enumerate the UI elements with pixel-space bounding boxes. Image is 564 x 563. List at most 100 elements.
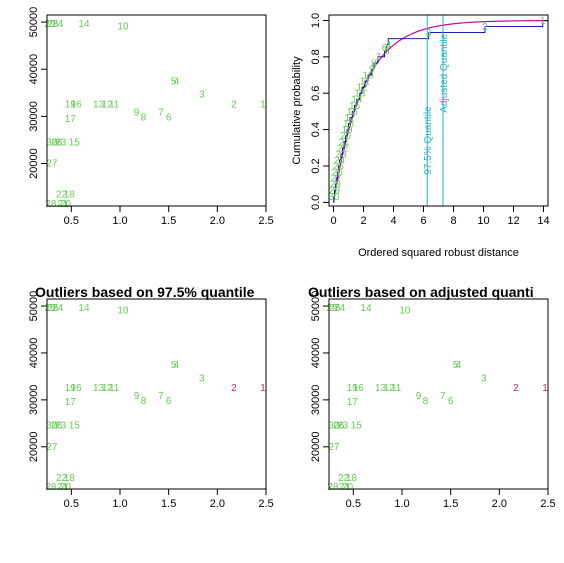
- outlier-point-label: 2: [513, 383, 519, 394]
- data-point-label: 12: [102, 100, 114, 111]
- data-point-label: 19: [65, 383, 77, 394]
- data-point-label: 9: [416, 391, 422, 402]
- data-point-label: 4: [174, 360, 180, 371]
- data-point-label: 5: [171, 77, 177, 88]
- data-point-label: 29: [44, 303, 56, 314]
- data-point-label: 29: [326, 303, 338, 314]
- data-point-label: 26: [332, 167, 344, 178]
- y-tick-label: 0.0: [310, 195, 322, 210]
- empirical-cdf-step: [333, 20, 548, 203]
- data-point-label: 30: [328, 192, 340, 203]
- data-point-label: 29: [329, 186, 341, 197]
- data-point-label: 6: [166, 396, 172, 407]
- data-point-label: 7: [158, 391, 164, 402]
- theoretical-cdf-line: [332, 20, 549, 203]
- x-tick-label: 4: [390, 215, 396, 227]
- data-point-label: 20: [60, 482, 72, 493]
- x-tick-label: 1.5: [161, 498, 176, 510]
- data-point-label: 22: [56, 190, 68, 201]
- distance-plot-panel: 0 2 4 6 8 10 12 140.00.20.40.60.81.097.5% Quant…: [291, 13, 550, 259]
- data-point-label: 3: [199, 90, 205, 101]
- data-point-label: 4: [456, 360, 462, 371]
- x-tick-label: 6: [420, 215, 426, 227]
- x-tick-label: 1.0: [394, 498, 409, 510]
- x-tick-label: 0: [330, 215, 336, 227]
- y-tick-label: 50000: [28, 7, 40, 38]
- data-point-label: 5: [453, 360, 459, 371]
- data-point-label: 1: [260, 100, 266, 111]
- data-point-label: 8: [141, 112, 147, 123]
- plot-frame: [328, 298, 549, 490]
- data-point-label: 2: [231, 100, 237, 111]
- data-point-label: 25: [333, 161, 345, 172]
- data-point-label: 11: [109, 100, 120, 111]
- data-point-label: 25: [47, 19, 59, 30]
- data-point-label: 20: [340, 131, 352, 142]
- y-tick-label: 40000: [28, 54, 40, 85]
- data-point-label: 18: [346, 473, 358, 484]
- data-point-label: 29: [44, 19, 56, 30]
- data-point-label: 11: [391, 383, 402, 394]
- data-point-label: 3: [481, 373, 487, 384]
- data-point-label: 27: [328, 442, 340, 453]
- data-point-label: 15: [69, 137, 81, 148]
- data-point-label: 28: [45, 482, 57, 493]
- data-point-label: 4: [174, 77, 180, 88]
- data-point-label: 14: [360, 303, 372, 314]
- data-point-label: 20: [60, 199, 72, 210]
- quantile-975-label: 97.5% Quantile: [423, 106, 434, 175]
- x-tick-label: 8: [450, 215, 456, 227]
- y-tick-label: 30000: [28, 385, 40, 416]
- data-point-label: 28: [327, 482, 339, 493]
- data-point-label: 6: [166, 112, 172, 123]
- data-point-label: 5: [384, 46, 390, 57]
- data-point-label: 28: [330, 180, 342, 191]
- data-point-label: 13: [354, 89, 366, 100]
- data-point-label: 7: [375, 52, 381, 63]
- data-point-label: 2: [482, 22, 488, 33]
- data-point-label: 9: [134, 391, 140, 402]
- data-point-label: 9: [134, 108, 140, 119]
- data-point-label: 12: [356, 83, 368, 94]
- data-point-label: 18: [64, 190, 76, 201]
- data-point-label: 10: [117, 21, 129, 32]
- x-tick-label: 0.5: [64, 498, 79, 510]
- data-point-label: 20: [342, 482, 354, 493]
- y-tick-label: 0.6: [310, 86, 322, 101]
- data-point-label: 14: [78, 303, 90, 314]
- data-point-label: 26: [333, 421, 345, 432]
- x-tick-label: 10: [477, 215, 489, 227]
- data-point-label: 26: [51, 137, 63, 148]
- data-point-label: 17: [65, 114, 77, 125]
- data-point-label: 27: [46, 159, 58, 170]
- data-point-label: 16: [71, 100, 83, 111]
- data-point-label: 18: [64, 473, 76, 484]
- data-point-label: 24: [52, 19, 64, 30]
- data-point-label: 23: [335, 149, 347, 160]
- data-point-label: 25: [47, 303, 59, 314]
- outlier-point-label: 1: [542, 383, 548, 394]
- data-point-label: 23: [55, 421, 67, 432]
- data-point-label: 30: [328, 421, 340, 432]
- outlier-point-label: 1: [260, 383, 266, 394]
- outliers-adjusted-panel: 0.5 1.0 1.5 2.0 2.52000030000400005000012345…: [308, 284, 556, 510]
- data-point-label: 13: [93, 100, 105, 111]
- data-point-label: 23: [55, 137, 67, 148]
- data-point-label: 10: [117, 305, 129, 316]
- data-point-label: 10: [362, 71, 374, 82]
- data-point-label: 17: [65, 397, 77, 408]
- data-point-label: 16: [71, 383, 83, 394]
- data-point-label: 10: [399, 305, 411, 316]
- x-tick-label: 1.0: [112, 215, 127, 227]
- x-tick-label: 2.0: [492, 498, 507, 510]
- data-point-label: 15: [69, 421, 81, 432]
- data-point-label: 8: [423, 396, 429, 407]
- data-point-label: 15: [351, 421, 363, 432]
- data-point-label: 6: [382, 43, 388, 54]
- data-point-label: 5: [171, 360, 177, 371]
- data-point-label: 12: [384, 383, 396, 394]
- y-tick-label: 50000: [310, 291, 322, 322]
- x-tick-label: 2.0: [210, 498, 225, 510]
- data-point-label: 19: [347, 383, 359, 394]
- data-point-label: 22: [338, 473, 350, 484]
